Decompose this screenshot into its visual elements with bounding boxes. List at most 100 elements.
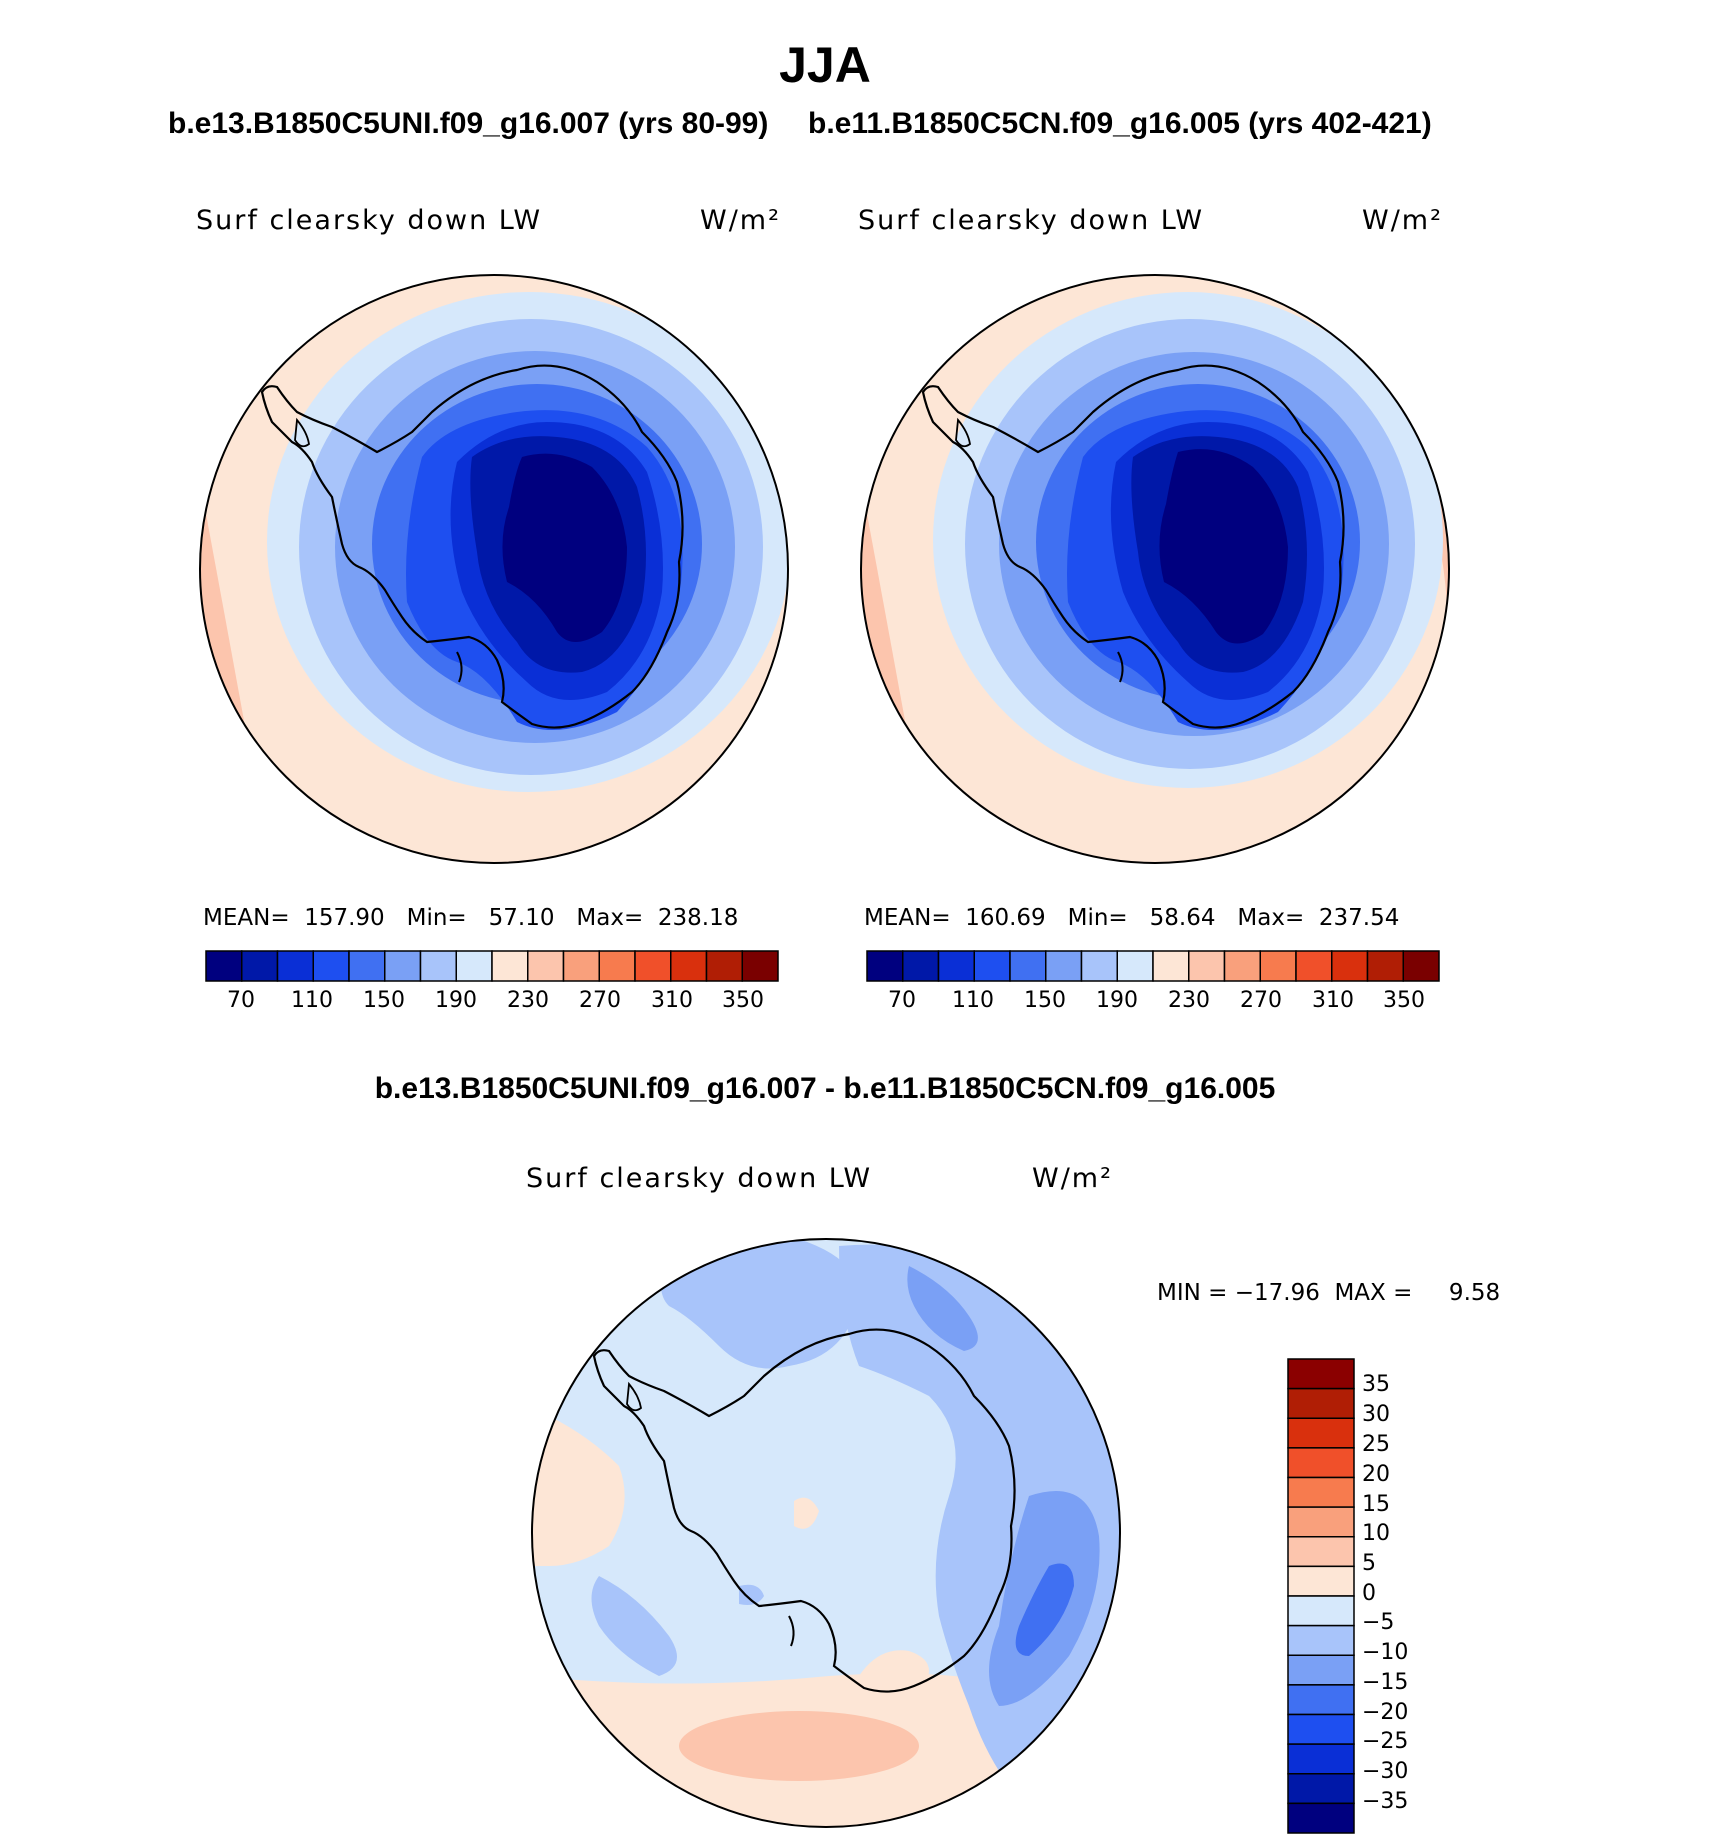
- diff-units-label: W/m²: [1032, 1163, 1113, 1194]
- left-colorbar-ticks: 70 110 150 190 230 270 310 350: [205, 988, 779, 1018]
- left-tick: 70: [227, 988, 255, 1013]
- right-tick: 230: [1168, 988, 1210, 1013]
- diff-variable-label: Surf clearsky down LW: [526, 1163, 873, 1194]
- diff-colorbar-ticks: 35 30 25 20 15 10 5 0 −5 −10 −15 −20 −25…: [1362, 1358, 1442, 1834]
- figure-title: JJA: [779, 37, 871, 93]
- colorbar-swatch: [1287, 1447, 1355, 1479]
- colorbar-swatch: [973, 950, 1011, 982]
- diff-tick: 0: [1362, 1581, 1376, 1606]
- diff-tick: 25: [1362, 1432, 1390, 1457]
- diff-tick: 35: [1362, 1372, 1390, 1397]
- left-tick: 230: [507, 988, 549, 1013]
- left-tick: 190: [435, 988, 477, 1013]
- colorbar-swatch: [705, 950, 743, 982]
- colorbar-swatch: [1116, 950, 1154, 982]
- colorbar-swatch: [491, 950, 529, 982]
- colorbar-swatch: [1287, 1387, 1355, 1419]
- right-case-title: b.e11.B1850C5CN.f09_g16.005 (yrs 402-421…: [808, 107, 1432, 140]
- right-units-label: W/m²: [1362, 205, 1443, 236]
- diff-tick: 5: [1362, 1551, 1376, 1576]
- colorbar-swatch: [562, 950, 600, 982]
- colorbar-swatch: [1188, 950, 1226, 982]
- colorbar-swatch: [937, 950, 975, 982]
- colorbar-swatch: [1223, 950, 1261, 982]
- diff-tick: −15: [1362, 1670, 1409, 1695]
- colorbar-swatch: [455, 950, 493, 982]
- colorbar-swatch: [1402, 950, 1440, 982]
- colorbar-swatch: [1287, 1536, 1355, 1568]
- diff-tick: −20: [1362, 1700, 1409, 1725]
- right-tick: 310: [1312, 988, 1354, 1013]
- colorbar-swatch: [276, 950, 314, 982]
- diff-case-title: b.e13.B1850C5UNI.f09_g16.007 - b.e11.B18…: [374, 1072, 1276, 1105]
- diff-tick: −5: [1362, 1610, 1395, 1635]
- left-tick: 150: [363, 988, 405, 1013]
- colorbar-swatch: [1287, 1476, 1355, 1508]
- colorbar-swatch: [1287, 1713, 1355, 1745]
- colorbar-swatch: [1287, 1506, 1355, 1538]
- right-tick: 150: [1024, 988, 1066, 1013]
- right-stats: MEAN= 160.69 Min= 58.64 Max= 237.54: [864, 905, 1400, 931]
- left-colorbar: [205, 950, 779, 982]
- diff-polar-map: [531, 1238, 1121, 1828]
- diff-tick: 30: [1362, 1402, 1390, 1427]
- diff-colorbar: [1287, 1358, 1355, 1834]
- diff-tick: 10: [1362, 1521, 1390, 1546]
- colorbar-swatch: [1287, 1684, 1355, 1716]
- colorbar-swatch: [1259, 950, 1297, 982]
- diff-tick: −35: [1362, 1789, 1409, 1814]
- colorbar-swatch: [1287, 1802, 1355, 1834]
- diff-tick: 20: [1362, 1462, 1390, 1487]
- colorbar-swatch: [1287, 1654, 1355, 1686]
- right-tick: 110: [952, 988, 994, 1013]
- diff-tick: −25: [1362, 1729, 1409, 1754]
- right-colorbar: [866, 950, 1440, 982]
- right-variable-label: Surf clearsky down LW: [858, 205, 1205, 236]
- colorbar-swatch: [1331, 950, 1369, 982]
- colorbar-swatch: [1287, 1417, 1355, 1449]
- left-tick: 270: [579, 988, 621, 1013]
- colorbar-swatch: [1152, 950, 1190, 982]
- diff-tick: 15: [1362, 1492, 1390, 1517]
- right-tick: 70: [888, 988, 916, 1013]
- right-polar-map: [860, 274, 1450, 864]
- colorbar-swatch: [1295, 950, 1333, 982]
- colorbar-swatch: [1080, 950, 1118, 982]
- colorbar-swatch: [902, 950, 940, 982]
- diff-stats: MIN = −17.96 MAX = 9.58: [1157, 1280, 1501, 1306]
- left-polar-map: [199, 274, 789, 864]
- colorbar-swatch: [1045, 950, 1083, 982]
- diff-tick: −30: [1362, 1759, 1409, 1784]
- colorbar-swatch: [1287, 1773, 1355, 1805]
- left-tick: 350: [722, 988, 764, 1013]
- colorbar-swatch: [384, 950, 422, 982]
- colorbar-swatch: [1009, 950, 1047, 982]
- right-tick: 350: [1383, 988, 1425, 1013]
- colorbar-swatch: [866, 950, 904, 982]
- left-case-title: b.e13.B1850C5UNI.f09_g16.007 (yrs 80-99): [168, 107, 769, 140]
- right-colorbar-ticks: 70 110 150 190 230 270 310 350: [866, 988, 1440, 1018]
- colorbar-swatch: [634, 950, 672, 982]
- colorbar-swatch: [1366, 950, 1404, 982]
- colorbar-swatch: [348, 950, 386, 982]
- colorbar-swatch: [419, 950, 457, 982]
- colorbar-swatch: [241, 950, 279, 982]
- colorbar-swatch: [1287, 1358, 1355, 1390]
- colorbar-swatch: [1287, 1624, 1355, 1656]
- left-units-label: W/m²: [700, 205, 781, 236]
- colorbar-swatch: [1287, 1565, 1355, 1597]
- colorbar-swatch: [598, 950, 636, 982]
- colorbar-swatch: [670, 950, 708, 982]
- colorbar-swatch: [205, 950, 243, 982]
- colorbar-swatch: [1287, 1743, 1355, 1775]
- diff-tick: −10: [1362, 1640, 1409, 1665]
- colorbar-swatch: [312, 950, 350, 982]
- left-variable-label: Surf clearsky down LW: [196, 205, 543, 236]
- colorbar-swatch: [741, 950, 779, 982]
- right-tick: 270: [1240, 988, 1282, 1013]
- right-tick: 190: [1096, 988, 1138, 1013]
- left-tick: 310: [651, 988, 693, 1013]
- colorbar-swatch: [527, 950, 565, 982]
- left-stats: MEAN= 157.90 Min= 57.10 Max= 238.18: [203, 905, 739, 931]
- left-tick: 110: [291, 988, 333, 1013]
